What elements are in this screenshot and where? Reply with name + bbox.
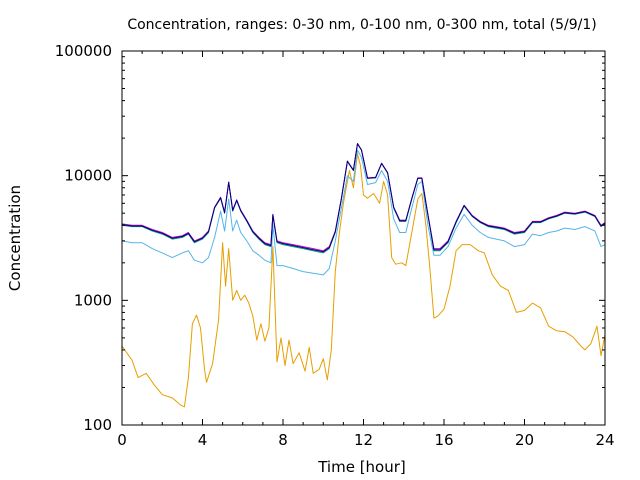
x-axis-label: Time [hour] <box>317 458 406 476</box>
y-tick-label: 100000 <box>55 42 112 60</box>
series-line-2 <box>121 149 606 276</box>
series-line-5 <box>121 143 606 253</box>
x-tick-label: 0 <box>117 431 127 449</box>
x-tick-label: 20 <box>515 431 534 449</box>
ticks-layer: 0 4 8 12 16 20 24 100 1000 10000 100000 <box>55 42 615 449</box>
y-tick-label: 100 <box>83 416 112 434</box>
chart-title: Concentration, ranges: 0-30 nm, 0-100 nm… <box>127 17 596 33</box>
x-tick-label: 4 <box>198 431 208 449</box>
y-tick-label: 10000 <box>64 167 112 185</box>
x-tick-label: 16 <box>434 431 453 449</box>
x-tick-label: 8 <box>278 431 288 449</box>
plot-frame <box>121 50 606 426</box>
series-layer <box>121 143 606 408</box>
y-tick-label: 1000 <box>74 291 112 309</box>
x-tick-label: 24 <box>595 431 614 449</box>
series-line-1 <box>121 153 606 408</box>
x-tick-label: 12 <box>354 431 373 449</box>
y-axis-label: Concentration <box>6 185 24 291</box>
